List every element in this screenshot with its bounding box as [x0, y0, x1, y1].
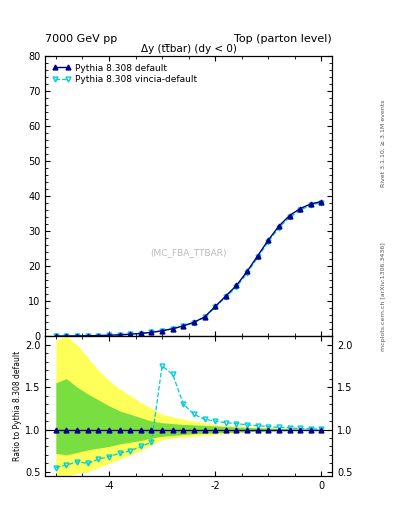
Pythia 8.308 vincia-default	[245, 270, 250, 276]
Legend: Pythia 8.308 default, Pythia 8.308 vincia-default: Pythia 8.308 default, Pythia 8.308 vinci…	[50, 61, 200, 87]
Text: (MC_FBA_TTBAR): (MC_FBA_TTBAR)	[151, 248, 227, 257]
Pythia 8.308 vincia-default	[117, 332, 122, 338]
Pythia 8.308 default	[277, 223, 281, 229]
Pythia 8.308 vincia-default	[213, 304, 218, 310]
Pythia 8.308 default	[138, 330, 143, 336]
Pythia 8.308 vincia-default	[128, 331, 132, 337]
Pythia 8.308 vincia-default	[160, 328, 164, 334]
Pythia 8.308 default	[64, 333, 69, 339]
Pythia 8.308 vincia-default	[107, 332, 111, 338]
Pythia 8.308 default	[255, 253, 260, 259]
Pythia 8.308 default	[117, 332, 122, 338]
Pythia 8.308 default	[75, 333, 79, 339]
Pythia 8.308 default	[160, 328, 164, 334]
Pythia 8.308 default	[192, 319, 196, 325]
Pythia 8.308 default	[309, 201, 313, 207]
Pythia 8.308 vincia-default	[234, 284, 239, 290]
Pythia 8.308 default	[170, 326, 175, 332]
Pythia 8.308 vincia-default	[181, 323, 185, 329]
Line: Pythia 8.308 vincia-default: Pythia 8.308 vincia-default	[53, 200, 324, 338]
Pythia 8.308 vincia-default	[255, 254, 260, 261]
Pythia 8.308 default	[213, 304, 218, 310]
Pythia 8.308 default	[53, 333, 58, 339]
Pythia 8.308 vincia-default	[138, 330, 143, 336]
Pythia 8.308 vincia-default	[319, 200, 324, 206]
Pythia 8.308 vincia-default	[85, 333, 90, 339]
Pythia 8.308 default	[234, 283, 239, 289]
Pythia 8.308 default	[85, 333, 90, 339]
Y-axis label: Ratio to Pythia 8.308 default: Ratio to Pythia 8.308 default	[13, 351, 22, 461]
Pythia 8.308 vincia-default	[224, 294, 228, 300]
Pythia 8.308 default	[107, 332, 111, 338]
Pythia 8.308 vincia-default	[192, 319, 196, 326]
Line: Pythia 8.308 default: Pythia 8.308 default	[53, 199, 324, 338]
Pythia 8.308 vincia-default	[287, 214, 292, 220]
Pythia 8.308 vincia-default	[277, 225, 281, 231]
Text: 7000 GeV pp: 7000 GeV pp	[45, 33, 118, 44]
Pythia 8.308 default	[245, 268, 250, 274]
Pythia 8.308 default	[128, 331, 132, 337]
Pythia 8.308 default	[298, 205, 303, 211]
Pythia 8.308 vincia-default	[309, 202, 313, 208]
Pythia 8.308 vincia-default	[266, 239, 271, 245]
Pythia 8.308 vincia-default	[96, 333, 101, 339]
Pythia 8.308 vincia-default	[75, 333, 79, 339]
Pythia 8.308 vincia-default	[298, 207, 303, 214]
Text: Top (parton level): Top (parton level)	[234, 33, 332, 44]
Pythia 8.308 default	[224, 293, 228, 299]
Title: Δy (tt̅bar) (dy < 0): Δy (tt̅bar) (dy < 0)	[141, 44, 237, 54]
Pythia 8.308 default	[149, 329, 154, 335]
Text: mcplots.cern.ch [arXiv:1306.3436]: mcplots.cern.ch [arXiv:1306.3436]	[381, 243, 386, 351]
Pythia 8.308 vincia-default	[170, 326, 175, 332]
Pythia 8.308 default	[202, 314, 207, 320]
Pythia 8.308 vincia-default	[202, 314, 207, 321]
Pythia 8.308 vincia-default	[53, 333, 58, 339]
Pythia 8.308 default	[287, 212, 292, 219]
Pythia 8.308 default	[266, 237, 271, 243]
Pythia 8.308 vincia-default	[149, 329, 154, 335]
Pythia 8.308 vincia-default	[64, 333, 69, 339]
Pythia 8.308 default	[96, 332, 101, 338]
Text: Rivet 3.1.10, ≥ 3.1M events: Rivet 3.1.10, ≥ 3.1M events	[381, 100, 386, 187]
Pythia 8.308 default	[319, 199, 324, 205]
Pythia 8.308 default	[181, 323, 185, 329]
